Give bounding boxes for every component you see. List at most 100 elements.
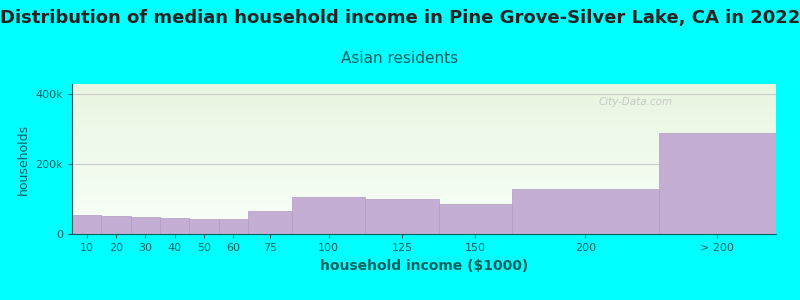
Bar [130,217,160,234]
Bar [72,197,776,198]
Bar [218,219,248,234]
Bar [72,152,776,153]
Y-axis label: households: households [17,123,30,195]
Bar [72,130,776,131]
Bar [72,173,776,174]
Bar [72,180,776,181]
Bar [72,119,776,120]
Bar [72,96,776,97]
Bar [72,206,776,207]
Bar [72,226,776,227]
Bar [72,217,776,218]
Bar [72,94,776,95]
Bar [72,159,776,160]
Bar [72,158,776,159]
Bar [72,150,776,151]
Bar [72,154,776,155]
Bar [72,189,776,190]
Bar [72,162,776,163]
Bar [72,215,776,216]
Bar [72,148,776,149]
Bar [72,161,776,162]
Bar [72,186,776,187]
Bar [248,211,292,234]
Bar [72,102,776,103]
Bar [72,153,776,154]
Bar [72,118,776,119]
Bar [292,197,366,234]
Bar [72,84,776,85]
Bar [72,101,776,102]
Bar [72,98,776,99]
Bar [72,143,776,144]
Bar [72,187,776,188]
Bar [72,126,776,127]
Bar [72,228,776,229]
Bar [72,230,776,231]
Bar [72,147,776,148]
Bar [72,134,776,135]
Bar [72,174,776,175]
Bar [72,169,776,170]
Bar [72,87,776,88]
Bar [72,129,776,130]
Bar [72,233,776,234]
Bar [72,172,776,173]
Bar [72,93,776,94]
Bar [72,110,776,111]
Bar [72,167,776,168]
Bar [72,201,776,202]
Bar [72,156,776,157]
Bar [72,207,776,208]
Bar [72,100,776,101]
Bar [72,90,776,91]
Bar [72,157,776,158]
Bar [72,164,776,165]
Bar [72,104,776,105]
Bar [72,222,776,223]
Bar [72,105,776,106]
Bar [658,133,776,234]
Bar [72,103,776,104]
Bar [72,139,776,140]
Bar [72,179,776,180]
Bar [72,95,776,96]
Bar [72,181,776,182]
Bar [72,208,776,209]
Bar [72,155,776,156]
Bar [72,210,776,211]
Bar [72,86,776,87]
Bar [72,191,776,192]
Bar [72,140,776,141]
Bar [72,111,776,112]
Bar [72,224,776,225]
Bar [72,160,776,161]
Bar [72,106,776,107]
Bar [72,232,776,233]
Bar [72,183,776,184]
Bar [72,116,776,117]
Bar [190,219,218,234]
Bar [72,171,776,172]
Bar [72,192,776,193]
Text: Distribution of median household income in Pine Grove-Silver Lake, CA in 2022: Distribution of median household income … [0,9,800,27]
Bar [72,223,776,224]
Bar [72,193,776,194]
Bar [72,125,776,126]
Bar [438,204,512,234]
Bar [72,115,776,116]
Bar [72,198,776,199]
Bar [72,114,776,115]
Bar [72,204,776,205]
Bar [72,136,776,137]
Bar [72,138,776,139]
Bar [72,225,776,226]
Text: City-Data.com: City-Data.com [598,97,672,107]
Bar [72,176,776,177]
Bar [72,185,776,186]
Bar [72,121,776,122]
Bar [72,108,776,109]
Bar [72,216,776,217]
Bar [72,190,776,191]
Bar [72,128,776,129]
